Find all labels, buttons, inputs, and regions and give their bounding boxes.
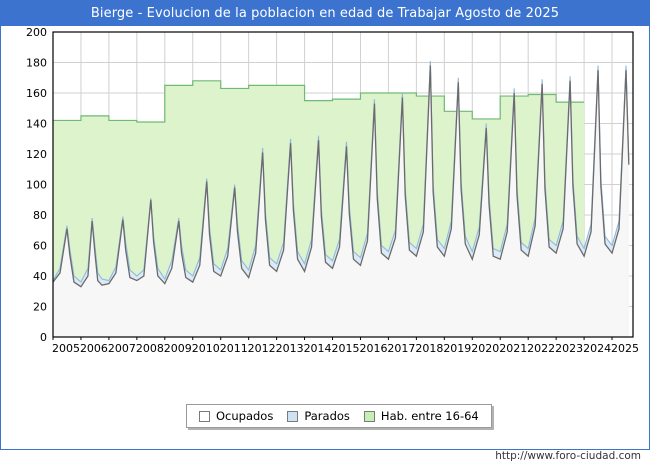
svg-text:2019: 2019: [443, 342, 471, 355]
legend-label-ocupados: Ocupados: [216, 409, 274, 423]
source-url: http://www.foro-ciudad.com: [495, 450, 641, 462]
svg-text:160: 160: [26, 87, 47, 100]
page-title: Bierge - Evolucion de la poblacion en ed…: [90, 6, 560, 21]
legend-swatch-parados: [287, 410, 299, 422]
window-title-bar: Bierge - Evolucion de la poblacion en ed…: [1, 1, 649, 26]
svg-text:120: 120: [26, 148, 47, 161]
svg-text:2016: 2016: [359, 342, 387, 355]
svg-text:200: 200: [26, 26, 47, 39]
legend-item-habitantes[interactable]: Hab. entre 16-64: [363, 409, 479, 423]
svg-text:2011: 2011: [220, 342, 248, 355]
legend-swatch-habitantes: [363, 410, 375, 422]
legend-label-parados: Parados: [304, 409, 350, 423]
svg-text:140: 140: [26, 118, 47, 131]
svg-text:2020: 2020: [471, 342, 499, 355]
svg-text:20: 20: [33, 301, 47, 314]
svg-text:2022: 2022: [527, 342, 555, 355]
svg-text:80: 80: [33, 209, 47, 222]
svg-text:180: 180: [26, 57, 47, 70]
chart-container: FORO-CIUDAD.COM 020406080100120140160180…: [1, 26, 649, 462]
svg-text:60: 60: [33, 240, 47, 253]
svg-text:2013: 2013: [276, 342, 304, 355]
svg-text:2018: 2018: [415, 342, 443, 355]
svg-text:100: 100: [26, 179, 47, 192]
svg-text:2023: 2023: [555, 342, 583, 355]
svg-text:2008: 2008: [136, 342, 164, 355]
svg-text:2017: 2017: [387, 342, 415, 355]
legend-label-habitantes: Hab. entre 16-64: [380, 409, 479, 423]
legend-swatch-ocupados: [199, 410, 210, 422]
svg-text:2014: 2014: [304, 342, 332, 355]
svg-text:2006: 2006: [80, 342, 108, 355]
svg-text:2025: 2025: [611, 342, 639, 355]
svg-text:2009: 2009: [164, 342, 192, 355]
svg-text:2010: 2010: [192, 342, 220, 355]
chart-legend: Ocupados Parados Hab. entre 16-64: [186, 404, 492, 428]
svg-text:2021: 2021: [499, 342, 527, 355]
svg-text:2024: 2024: [583, 342, 611, 355]
svg-text:2007: 2007: [108, 342, 136, 355]
svg-text:40: 40: [33, 270, 47, 283]
svg-text:2005: 2005: [52, 342, 80, 355]
legend-item-parados[interactable]: Parados: [287, 409, 350, 423]
legend-item-ocupados[interactable]: Ocupados: [199, 409, 273, 423]
svg-text:2015: 2015: [332, 342, 360, 355]
svg-text:0: 0: [40, 331, 47, 344]
svg-text:2012: 2012: [248, 342, 276, 355]
